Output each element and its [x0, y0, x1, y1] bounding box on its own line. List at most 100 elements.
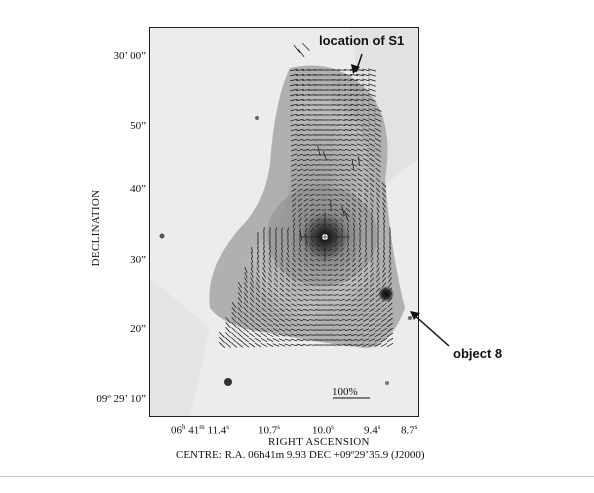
polarization-vector — [291, 178, 297, 182]
polarization-vector — [284, 343, 292, 347]
polarization-vector — [296, 153, 304, 157]
polarization-vector — [299, 237, 301, 243]
polarization-vector — [285, 293, 291, 297]
polarization-vector — [296, 103, 304, 107]
polarization-vector — [297, 163, 303, 167]
polarization-vector — [292, 212, 296, 218]
polarization-vector — [369, 318, 375, 322]
polarization-vector — [369, 197, 375, 203]
polarization-vector — [297, 263, 303, 267]
polarization-vector — [280, 262, 284, 268]
polarization-vector — [368, 333, 376, 337]
polarization-vector — [338, 129, 346, 131]
polarization-vector — [244, 272, 248, 278]
polarization-vector — [302, 109, 310, 111]
polarization-vector — [370, 262, 374, 268]
polarization-vector — [333, 253, 339, 257]
polarization-vector — [344, 328, 352, 332]
polarization-vector — [308, 334, 316, 336]
polarization-vector — [356, 83, 364, 87]
polarization-vector — [362, 138, 370, 142]
polarization-vector — [249, 282, 255, 288]
polarization-vector — [351, 173, 357, 177]
polarization-vector — [333, 309, 339, 311]
polarization-vector — [339, 173, 345, 177]
polarization-vector — [341, 232, 343, 238]
polarization-vector — [345, 278, 351, 282]
polarization-vector — [267, 292, 273, 298]
polarization-vector — [381, 317, 387, 323]
polarization-vector — [257, 242, 259, 248]
polarization-vector — [369, 282, 375, 288]
polarization-vector — [255, 297, 261, 303]
polarization-vector — [296, 323, 304, 327]
polarization-vector — [365, 227, 367, 233]
polarization-vector — [358, 202, 362, 208]
polarization-vector — [249, 292, 255, 298]
polarization-vector — [237, 307, 243, 313]
polarization-vector — [218, 342, 226, 348]
polarization-vector — [368, 98, 376, 102]
polarization-vector — [370, 267, 374, 273]
polarization-vector — [308, 154, 316, 156]
polarization-vector — [388, 277, 392, 283]
polarization-vector — [261, 297, 267, 303]
polarization-vector — [364, 262, 368, 268]
polarization-vector — [370, 247, 374, 253]
polarization-vector — [301, 74, 311, 76]
polarization-vector — [387, 312, 393, 318]
polarization-vector — [309, 263, 315, 267]
polarization-vector — [309, 304, 315, 306]
polarization-vector — [344, 323, 352, 327]
polarization-vector — [339, 188, 345, 192]
polarization-vector — [290, 88, 298, 92]
x-axis-label: RIGHT ASCENSION — [268, 436, 370, 448]
polarization-vector — [358, 212, 362, 218]
polarization-vector — [302, 339, 310, 341]
polarization-vector — [303, 213, 309, 217]
polarization-vector — [249, 312, 255, 318]
polarization-vector — [255, 317, 261, 323]
polarization-vector — [368, 93, 376, 97]
polarization-vector — [335, 237, 337, 243]
polarization-vector — [357, 272, 363, 278]
polarization-vector — [341, 237, 343, 243]
polarization-vector — [333, 159, 339, 161]
polarization-vector — [338, 154, 346, 156]
polarization-vector — [353, 242, 355, 248]
polarization-vector — [315, 304, 321, 306]
polarization-vector — [308, 99, 316, 101]
polarization-vector — [296, 333, 304, 337]
polarization-vector — [362, 68, 370, 72]
polarization-vector — [338, 139, 346, 141]
polarization-vector — [388, 252, 392, 258]
polarization-vector — [339, 198, 345, 202]
polarization-vector — [309, 193, 315, 197]
polarization-vector — [333, 289, 339, 291]
polarization-vector — [303, 258, 309, 262]
polarization-vector — [344, 133, 352, 137]
polarization-vector — [308, 319, 316, 321]
polarization-vector — [370, 212, 374, 218]
polarization-vector — [219, 332, 225, 338]
polarization-vector — [375, 297, 381, 303]
polarization-vector — [382, 252, 386, 258]
polarization-vector — [292, 247, 296, 253]
polarization-vector — [297, 173, 303, 177]
polarization-vector — [370, 207, 374, 213]
polarization-vector — [309, 198, 315, 202]
polarization-vector — [274, 257, 278, 263]
polarization-vector — [340, 247, 344, 253]
polarization-vector — [285, 313, 291, 317]
polarization-vector — [345, 293, 351, 297]
polarization-vector — [363, 282, 369, 288]
polarization-vector — [375, 302, 381, 308]
polarization-vector — [347, 237, 349, 243]
polarization-vector — [345, 188, 351, 192]
polarization-vector — [273, 272, 279, 278]
polarization-vector — [308, 119, 316, 121]
polarization-vector — [339, 263, 345, 267]
polarization-vector — [327, 194, 333, 196]
polarization-vector — [376, 272, 380, 278]
polarization-vector — [363, 272, 369, 278]
